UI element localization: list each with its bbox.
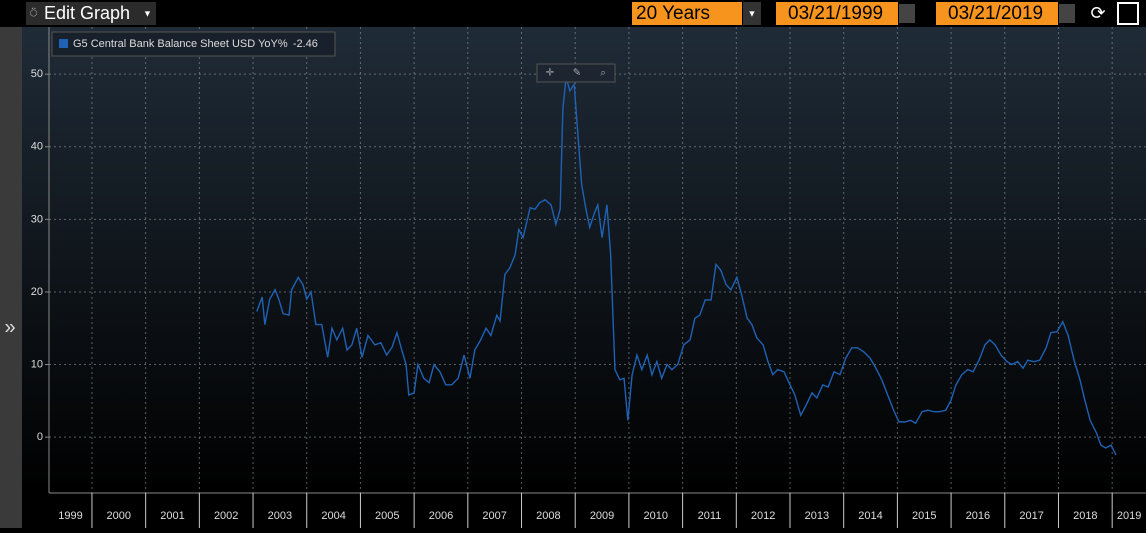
edit-graph-button[interactable] [26,2,156,25]
x-tick-label: 2017 [1019,510,1043,522]
legend-label: G5 Central Bank Balance Sheet USD YoY% [73,38,288,50]
y-tick-label: 20 [31,286,43,298]
x-tick-label: 2018 [1073,510,1097,522]
x-tick-label: 2001 [160,510,184,522]
x-tick-label: 2013 [805,510,829,522]
zoom-icon[interactable]: ⌕ [600,68,606,79]
x-tick-label: 2011 [698,510,722,522]
x-tick-label: 2016 [966,510,990,522]
start-date-field[interactable] [776,2,898,25]
period-label[interactable]: 20 Years [636,3,710,24]
draw-icon[interactable]: ✎ [573,68,581,79]
x-tick-label: 2003 [268,510,292,522]
y-tick-label: 0 [37,431,43,443]
legend-box [51,31,336,57]
plot-area [22,27,1146,493]
period-dropdown[interactable] [743,2,761,25]
period-field[interactable] [632,2,742,25]
end-date[interactable]: 03/21/2019 [948,3,1043,24]
expand-icon[interactable]: » [4,316,15,338]
legend: G5 Central Bank Balance Sheet USD YoY% -… [51,31,336,57]
x-tick-label: 2014 [858,510,882,522]
x-tick-label: 2004 [321,510,345,522]
y-tick-label: 30 [31,213,43,225]
zoom-tools: ✛ ✎ ⌕ [536,63,616,83]
dropdown-arrow: ▼ [748,8,757,18]
y-tick-label: 50 [31,68,43,80]
y-tick-label: 40 [31,141,43,153]
x-tick-label: 2006 [429,510,453,522]
icon: ⍥ [30,6,37,20]
x-tick-label: 2005 [375,510,399,522]
side-panel[interactable] [0,27,22,528]
x-tick-label: 2000 [107,510,131,522]
x-tick-label: 2012 [751,510,775,522]
legend-value: -2.46 [293,38,318,50]
x-tick-label: 2002 [214,510,238,522]
refresh-icon[interactable]: ⟳ [1090,3,1105,23]
x-tick-label: 2019 [1117,510,1141,522]
y-tick-label: 10 [31,358,43,370]
end-calendar[interactable] [1059,4,1075,23]
zoom-toolbar[interactable] [536,63,616,83]
legend-swatch [59,39,68,48]
popout-icon[interactable] [1117,2,1139,25]
end-date-field[interactable] [936,2,1058,25]
series-line [256,76,1117,456]
edit-graph-label[interactable]: Edit Graph [44,3,130,23]
x-tick-label: 1999 [58,510,82,522]
start-date[interactable]: 03/21/1999 [788,3,883,24]
x-tick-label: 2010 [644,510,668,522]
x-tick-label: 2007 [482,510,506,522]
x-tick-label: 2008 [536,510,560,522]
toolbar: ⍥ Edit Graph ▼ 20 Years ▼ 03/21/1999 03/… [26,2,1139,25]
crosshair-icon[interactable]: ✛ [546,68,554,79]
dropdown-arrow[interactable]: ▼ [143,8,152,18]
start-calendar[interactable] [899,4,915,23]
x-tick-label: 2009 [590,510,614,522]
x-tick-label: 2015 [912,510,936,522]
